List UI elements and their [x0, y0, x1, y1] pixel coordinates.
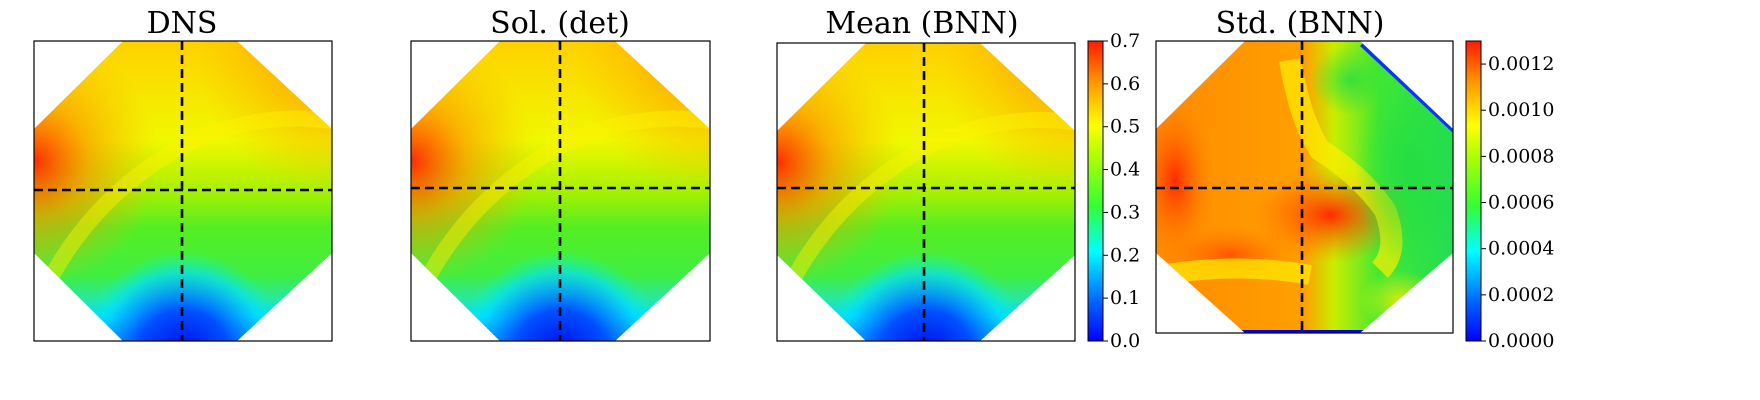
colorbar-tick-label: 0.4	[1110, 159, 1140, 181]
colorbar-tick-label: 0.5	[1110, 116, 1140, 138]
colorbar-tick-label: 0.0002	[1488, 284, 1554, 306]
colorbar-tick-label: 0.0000	[1488, 330, 1554, 352]
colorbar-tick-label: 0.0008	[1488, 145, 1554, 167]
colorbar-tick-label: 0.7	[1110, 30, 1140, 52]
panel-title-mean-bnn: Mean (BNN)	[825, 6, 1018, 41]
axes-frame	[776, 42, 1076, 342]
panel-title-std-bnn: Std. (BNN)	[1216, 6, 1385, 41]
panel-std-bnn: Std. (BNN) 0.00000.00020.00040.00060.000…	[1155, 6, 1554, 352]
colorbar-tick-label: 0.1	[1110, 287, 1140, 309]
colorbar-gradient	[1465, 40, 1482, 342]
panel-mean-bnn: Mean (BNN) 0.0 0.1 0.2 0.3 0.4 0.5 0.6 0.7	[776, 6, 1140, 352]
panel-title-sol-det: Sol. (det)	[490, 6, 630, 41]
colorbar-ticks: 0.0 0.1 0.2 0.3 0.4 0.5 0.6 0.7	[1103, 30, 1140, 352]
colorbar-mean: 0.0 0.1 0.2 0.3 0.4 0.5 0.6 0.7	[1087, 30, 1140, 352]
colorbar-tick-label: 0.0012	[1488, 53, 1554, 75]
colorbar-gradient	[1087, 40, 1104, 342]
colorbar-tick-label: 0.2	[1110, 244, 1140, 266]
panel-sol-det: Sol. (det)	[410, 6, 711, 342]
colorbar-std: 0.0000 0.0002 0.0004 0.0006 0.0008 0.0010 0.00…	[1465, 40, 1554, 352]
colorbar-tick-label: 0.0	[1110, 330, 1140, 352]
colorbar-tick-label: 0.3	[1110, 201, 1140, 223]
colorbar-tick-label: 0.6	[1110, 73, 1140, 95]
colorbar-tick-label: 0.0010	[1488, 99, 1554, 121]
panel-title-dns: DNS	[147, 6, 218, 41]
panel-dns: DNS	[33, 6, 333, 342]
colorbar-ticks: 0.0000 0.0002 0.0004 0.0006 0.0008 0.0010 0.00…	[1481, 53, 1554, 352]
colorbar-tick-label: 0.0006	[1488, 192, 1554, 214]
heatmap-mean-bnn	[777, 43, 1075, 341]
colorbar-tick-label: 0.0004	[1488, 238, 1554, 260]
